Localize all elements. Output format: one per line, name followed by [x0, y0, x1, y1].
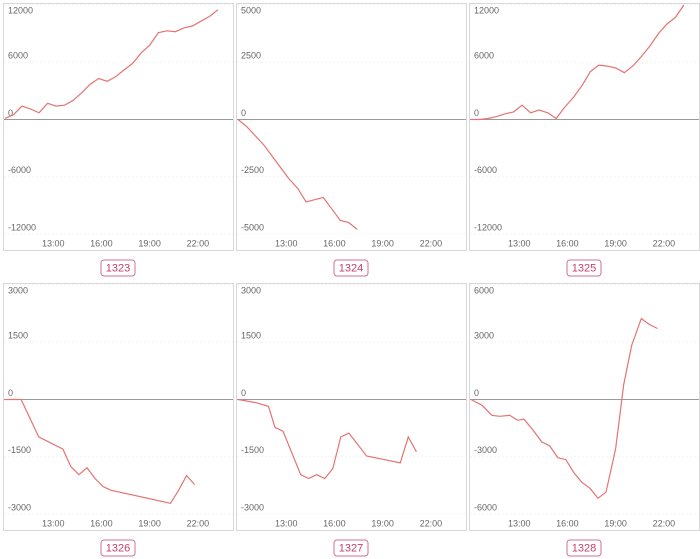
- y-tick-label: 0: [474, 108, 479, 118]
- x-tick-label: 22:00: [187, 518, 210, 528]
- chart-panel: 6000 3000 0 -3000 -6000 13:00 16:00 19:00 22:00 1…: [469, 283, 700, 557]
- chart-panel: 12000 6000 0 -6000 -12000 13:00 16:00 19:00 22:0…: [3, 3, 234, 277]
- x-tick-label: 13:00: [42, 518, 65, 528]
- y-tick-label: -1500: [8, 445, 31, 455]
- y-tick-label: -6000: [474, 165, 497, 175]
- x-tick-label: 16:00: [556, 238, 579, 248]
- y-tick-label: 6000: [8, 51, 28, 61]
- panel-frame: [3, 283, 234, 531]
- title-box: [100, 539, 136, 557]
- x-tick-label: 16:00: [556, 518, 579, 528]
- y-tick-label: 12000: [474, 5, 499, 15]
- y-tick-label: 0: [241, 108, 246, 118]
- y-tick-label: -12000: [8, 222, 36, 232]
- y-tick-label: -6000: [474, 502, 497, 512]
- y-tick-label: -3000: [474, 445, 497, 455]
- x-tick-label: 16:00: [90, 518, 113, 528]
- y-tick-label: -12000: [474, 222, 502, 232]
- y-tick-label: -6000: [8, 165, 31, 175]
- y-tick-label: 0: [474, 388, 479, 398]
- x-tick-label: 13:00: [508, 238, 531, 248]
- x-tick-label: 13:00: [275, 238, 298, 248]
- x-tick-label: 22:00: [653, 238, 676, 248]
- panel-frame: [236, 3, 467, 251]
- x-tick-label: 19:00: [371, 518, 394, 528]
- chart-title: 1324: [339, 262, 363, 274]
- x-tick-label: 19:00: [604, 518, 627, 528]
- x-tick-label: 13:00: [508, 518, 531, 528]
- title-box: [333, 259, 369, 277]
- y-tick-label: 1500: [8, 331, 28, 341]
- y-tick-label: 1500: [241, 331, 261, 341]
- y-tick-label: -3000: [8, 502, 31, 512]
- panel-frame: [3, 3, 234, 251]
- x-tick-label: 22:00: [420, 238, 443, 248]
- y-tick-label: -3000: [241, 502, 264, 512]
- panel-frame: [236, 283, 467, 531]
- title-box: [566, 259, 602, 277]
- x-tick-label: 22:00: [187, 238, 210, 248]
- y-tick-label: -5000: [241, 222, 264, 232]
- data-line: [5, 398, 196, 504]
- y-tick-label: 3000: [474, 331, 494, 341]
- chart-panel: 12000 6000 0 -6000 -12000 13:00 16:00 19:00 22:0…: [469, 3, 700, 277]
- chart-title: 1328: [572, 542, 596, 554]
- chart-panel: 3000 1500 0 -1500 -3000 13:00 16:00 19:00 22:00 1…: [3, 283, 234, 557]
- y-tick-label: 3000: [8, 285, 28, 295]
- x-tick-label: 16:00: [90, 238, 113, 248]
- data-line: [4, 9, 219, 120]
- chart-title: 1326: [106, 542, 130, 554]
- chart-title: 1327: [339, 542, 363, 554]
- y-tick-label: 5000: [241, 5, 261, 15]
- data-line: [237, 398, 417, 480]
- x-tick-label: 16:00: [323, 518, 346, 528]
- chart-title: 1325: [572, 262, 596, 274]
- x-tick-label: 19:00: [371, 238, 394, 248]
- x-tick-label: 22:00: [653, 518, 676, 528]
- data-line: [237, 119, 358, 230]
- title-box: [566, 539, 602, 557]
- chart-panel: 5000 2500 0 -2500 -5000 13:00 16:00 19:00 22:00 1…: [236, 3, 467, 277]
- chart-title: 1323: [106, 262, 130, 274]
- x-tick-label: 22:00: [420, 518, 443, 528]
- x-tick-label: 19:00: [138, 518, 161, 528]
- x-tick-label: 19:00: [604, 238, 627, 248]
- x-tick-label: 13:00: [275, 518, 298, 528]
- y-tick-label: 6000: [474, 51, 494, 61]
- y-tick-label: 12000: [8, 5, 33, 15]
- y-tick-label: 0: [8, 388, 13, 398]
- y-tick-label: -2500: [241, 165, 264, 175]
- x-tick-label: 13:00: [42, 238, 65, 248]
- y-tick-label: 3000: [241, 285, 261, 295]
- x-tick-label: 16:00: [323, 238, 346, 248]
- y-tick-label: 0: [8, 108, 13, 118]
- data-line: [471, 4, 685, 121]
- chart-panel: 3000 1500 0 -1500 -3000 13:00 16:00 19:00 22:00 1…: [236, 283, 467, 557]
- panel-frame: [469, 283, 700, 531]
- y-tick-label: 6000: [474, 285, 494, 295]
- y-tick-label: -1500: [241, 445, 264, 455]
- y-tick-label: 0: [241, 388, 246, 398]
- data-line: [470, 317, 658, 500]
- title-box: [100, 259, 136, 277]
- y-tick-label: 2500: [241, 51, 261, 61]
- title-box: [333, 539, 369, 557]
- x-tick-label: 19:00: [138, 238, 161, 248]
- panel-frame: [469, 3, 700, 251]
